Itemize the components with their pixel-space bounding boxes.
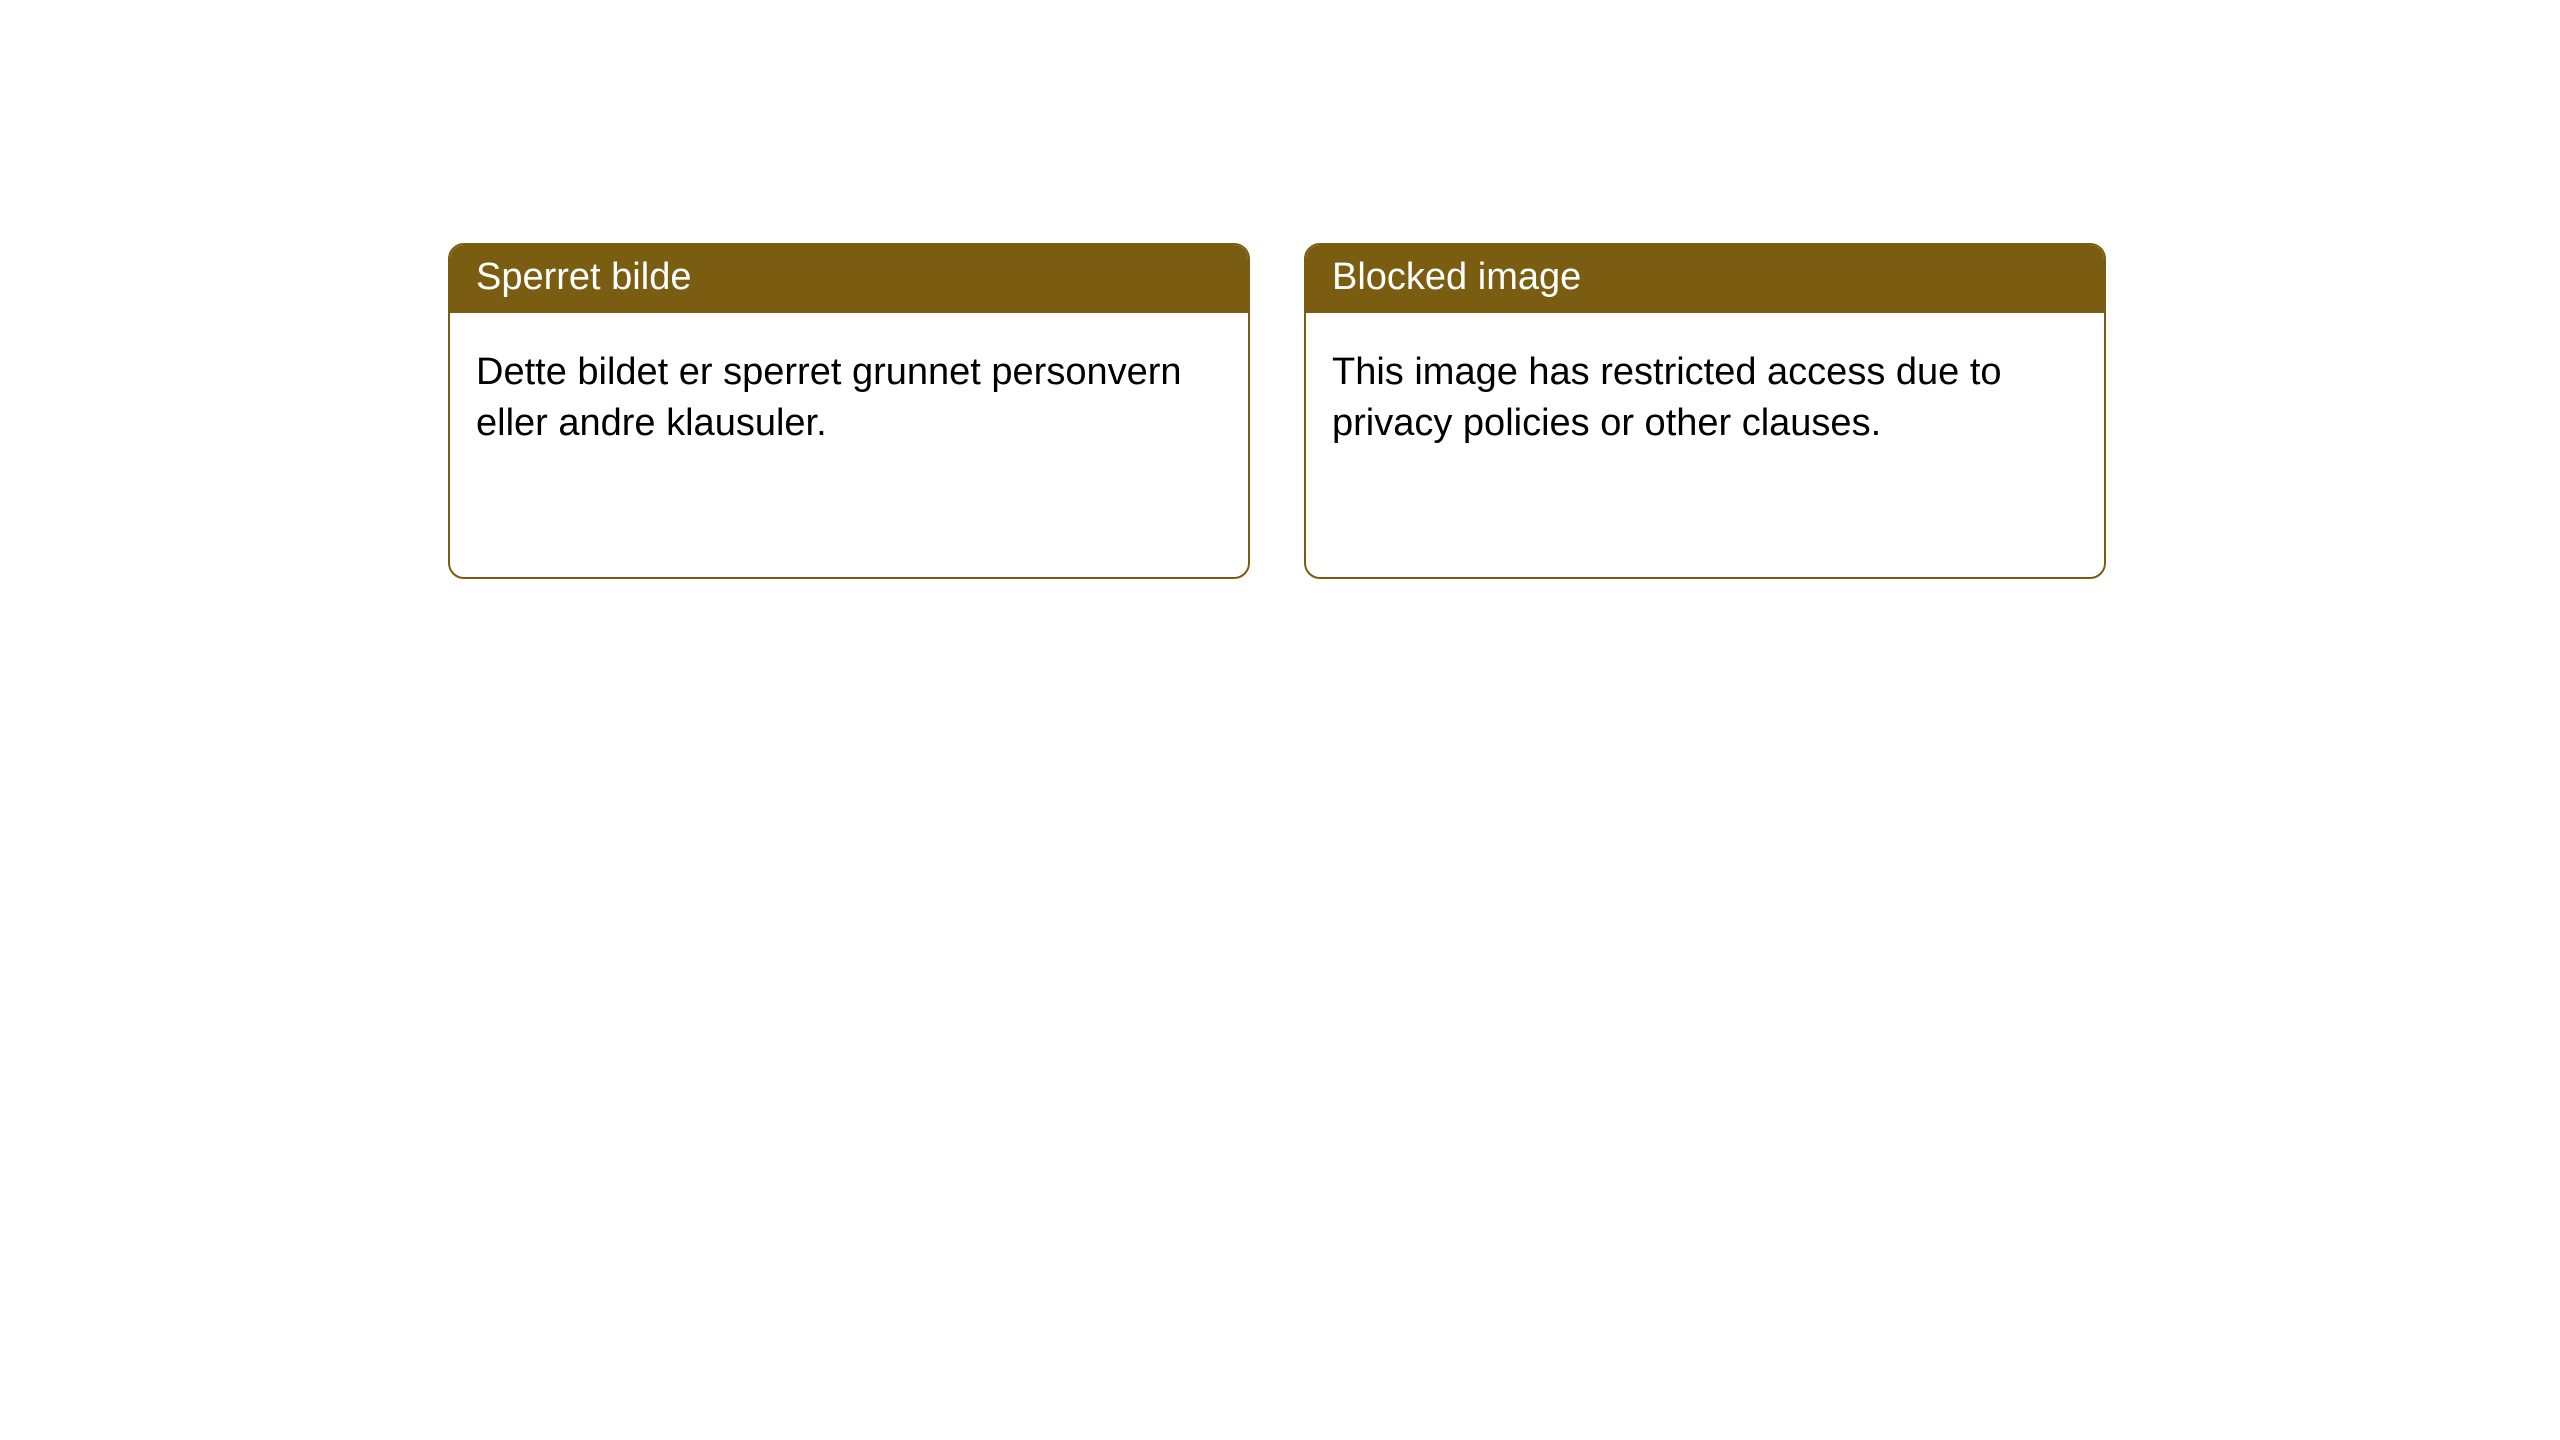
notice-container: Sperret bilde Dette bildet er sperret gr…	[0, 0, 2560, 579]
notice-box-no: Sperret bilde Dette bildet er sperret gr…	[448, 243, 1250, 579]
notice-box-en: Blocked image This image has restricted …	[1304, 243, 2106, 579]
notice-header-en: Blocked image	[1306, 245, 2104, 313]
notice-body-en: This image has restricted access due to …	[1306, 313, 2104, 484]
notice-body-no: Dette bildet er sperret grunnet personve…	[450, 313, 1248, 484]
notice-header-no: Sperret bilde	[450, 245, 1248, 313]
